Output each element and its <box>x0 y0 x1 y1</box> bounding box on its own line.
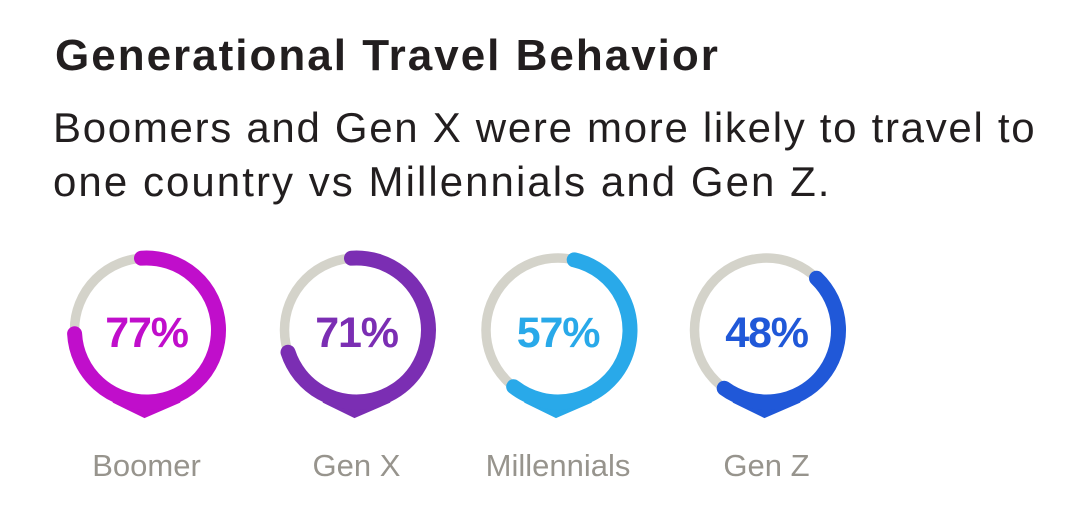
svg-text:57%: 57% <box>517 309 600 357</box>
svg-text:Gen Z: Gen Z <box>723 448 809 483</box>
svg-text:71%: 71% <box>315 309 398 357</box>
svg-text:77%: 77% <box>105 309 188 357</box>
svg-text:48%: 48% <box>725 309 808 357</box>
svg-text:Millennials: Millennials <box>486 448 631 483</box>
svg-text:Boomer: Boomer <box>92 448 201 483</box>
svg-text:Gen X: Gen X <box>313 448 401 483</box>
